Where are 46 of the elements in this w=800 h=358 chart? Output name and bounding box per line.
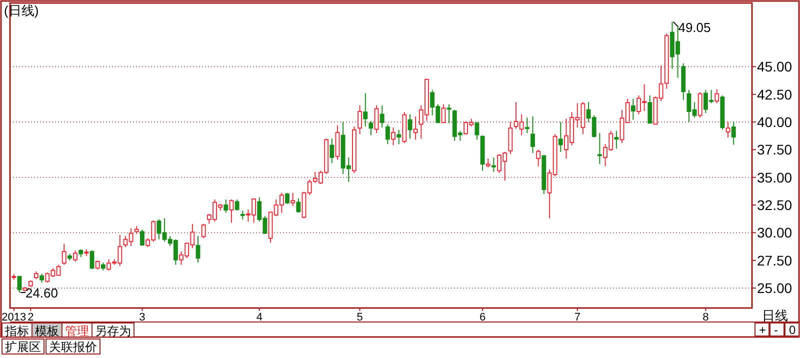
candlestick: [391, 127, 396, 146]
text: 指标: [4, 324, 29, 338]
y-tick-label: 37.50: [757, 142, 792, 158]
candlestick: [413, 116, 418, 140]
text: 管理: [65, 324, 89, 338]
text: 另存为: [95, 324, 131, 338]
y-tick-label: 45.00: [757, 58, 792, 75]
candlestick: [558, 122, 563, 152]
candlestick: [491, 156, 496, 172]
candlestick: [363, 92, 368, 127]
y-tick-label: 32.50: [757, 197, 792, 214]
text: +: [759, 323, 766, 337]
text: 0: [789, 323, 796, 337]
candlestick: [597, 132, 602, 165]
candlestick: [380, 104, 384, 128]
annotation: 24.60: [25, 286, 58, 300]
x-tick-label: 7: [574, 312, 580, 324]
x-tick-label: 2013: [2, 312, 26, 324]
candlestick: [726, 122, 730, 138]
candlestick: [385, 124, 390, 145]
x-tick-label: 8: [702, 312, 709, 324]
x-tick-label: 2: [28, 312, 34, 324]
candlestick: [358, 104, 362, 135]
candlestick: [224, 199, 228, 214]
y-tick-label: 42.50: [757, 86, 792, 102]
chart-title: (日线): [4, 3, 39, 18]
y-tick-label: 27.50: [757, 252, 792, 268]
candlestick: [408, 114, 412, 140]
text: 模板: [35, 324, 59, 338]
candlestick: [731, 122, 736, 146]
x-tick-label: 6: [479, 312, 486, 324]
y-tick-label: 30.00: [757, 224, 792, 241]
candlestick: [330, 138, 334, 164]
x-tick-label: 5: [356, 312, 363, 324]
text: 关联报价: [49, 340, 97, 354]
text: 日线: [762, 308, 788, 323]
text: 扩展区: [5, 340, 41, 354]
annotation: 49.05: [678, 20, 711, 35]
text: -: [774, 323, 778, 337]
candlestick: [630, 98, 636, 120]
x-tick-label: 3: [139, 312, 146, 324]
x-tick-label: 4: [256, 312, 262, 324]
y-tick-label: 40.00: [757, 114, 792, 130]
y-tick-label: 25.00: [757, 280, 792, 296]
candlestick: [296, 198, 301, 214]
y-tick-label: 35.00: [757, 169, 792, 186]
